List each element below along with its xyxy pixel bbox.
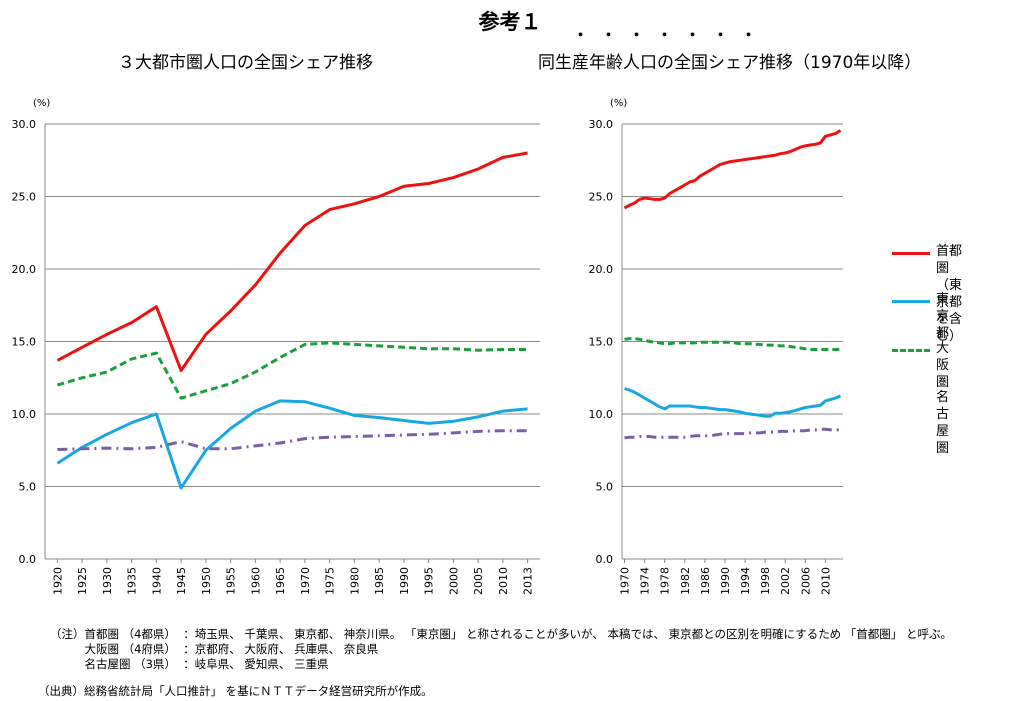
legend-label-osaka: 大阪圏 (936, 341, 950, 390)
x-tick-label: 1978 (659, 567, 672, 595)
y-tick-label: 0.0 (19, 553, 37, 566)
y-tick-label: 20.0 (589, 263, 614, 276)
legend-label-shutoken-line2: 京都を含む） (936, 295, 963, 344)
x-tick-label: 1935 (126, 567, 139, 595)
x-tick-label: 2010 (819, 567, 832, 595)
y-tick-label: 20.0 (12, 263, 37, 276)
series-line-1 (624, 387, 842, 418)
y-tick-label: 30.0 (12, 118, 37, 131)
series-line-3 (57, 429, 528, 451)
x-tick-label: 1985 (373, 567, 386, 595)
x-tick-label: 1994 (739, 567, 752, 595)
y-tick-label: 0.0 (596, 553, 614, 566)
series-line-2 (624, 337, 841, 351)
x-tick-label: 1970 (619, 567, 632, 595)
x-tick-label: 2010 (497, 567, 510, 595)
y-tick-label: 25.0 (589, 191, 614, 204)
x-tick-label: 1986 (699, 567, 712, 595)
legend-swatch-shutoken (892, 252, 930, 255)
note-line-3: 名古屋圏 （3県） ：岐阜県、 愛知県、 三重県 (50, 657, 329, 671)
x-tick-label: 1995 (423, 567, 436, 595)
y-tick-label: 5.0 (19, 481, 37, 494)
y-tick-label: 15.0 (589, 336, 614, 349)
y-tick-label: 15.0 (12, 336, 37, 349)
x-tick-label: 1925 (76, 567, 89, 595)
legend-label-nagoya: 名古屋圏 (936, 390, 950, 456)
right-chart-title: 同生産年齢人口の全国シェア推移（1970年以降） (538, 53, 922, 73)
y-tick-label: 10.0 (12, 408, 37, 421)
x-tick-label: 1975 (324, 567, 337, 595)
main-title: 参考１ (478, 10, 542, 34)
y-unit-label: (%) (610, 98, 627, 109)
x-tick-label: 1940 (150, 567, 163, 595)
x-tick-label: 1990 (719, 567, 732, 595)
legend-label-shutoken-line1: 首都圏（東 (936, 244, 963, 293)
x-tick-label: 2006 (799, 567, 812, 595)
x-tick-label: 1974 (639, 567, 652, 595)
y-tick-label: 10.0 (589, 408, 614, 421)
emphasis-dots: ・・・・・・・ (573, 26, 770, 44)
x-tick-label: 1965 (274, 567, 287, 595)
legend-swatch-osaka (892, 349, 930, 352)
right-line-chart: 0.0 5.0 10.0 15.0 20.0 25.0 30.0 (%) 1970 1974 197… (589, 98, 843, 595)
x-tick-label: 1930 (101, 567, 114, 595)
y-tick-label: 5.0 (596, 481, 614, 494)
source-note: （出典）総務省統計局「人口推計」 を基にＮＴＴデータ経営研究所が作成。 (38, 684, 433, 698)
series-line-2 (56, 341, 528, 400)
x-tick-label: 1955 (225, 567, 238, 595)
left-line-chart: 0.0 5.0 10.0 15.0 20.0 25.0 30.0 (%) 1920 1925 193… (12, 98, 540, 595)
x-tick-label: 1950 (200, 567, 213, 595)
x-tick-label: 1970 (299, 567, 312, 595)
x-tick-label: 1945 (175, 567, 188, 595)
series-line-1 (56, 399, 528, 490)
x-tick-label: 1980 (348, 567, 361, 595)
x-tick-label: 1982 (679, 567, 692, 595)
y-tick-label: 25.0 (12, 191, 37, 204)
y-unit-label: (%) (33, 98, 50, 109)
x-tick-label: 2013 (522, 567, 535, 595)
series-line-0 (56, 151, 528, 372)
legend-swatch-tokyo (892, 300, 930, 303)
x-tick-label: 2000 (447, 567, 460, 595)
series-line-3 (624, 427, 841, 440)
x-tick-label: 1998 (759, 567, 772, 595)
note-line-1: （注）首都圏 （4都県） ：埼玉県、 千葉県、 東京都、 神奈川県。 「東京圏」… (50, 627, 952, 641)
legend-label-tokyo: 東京都 (936, 292, 950, 341)
x-tick-label: 1990 (398, 567, 411, 595)
left-chart-title: ３大都市圏人口の全国シェア推移 (118, 53, 373, 73)
x-tick-label: 2002 (779, 567, 792, 595)
x-tick-label: 1960 (249, 567, 262, 595)
x-tick-label: 2005 (472, 567, 485, 595)
y-tick-label: 30.0 (589, 118, 614, 131)
note-line-2: 大阪圏 （4府県） ：京都府、 大阪府、 兵庫県、 奈良県 (50, 642, 379, 656)
x-tick-label: 1920 (51, 567, 64, 595)
series-line-0 (623, 129, 842, 210)
